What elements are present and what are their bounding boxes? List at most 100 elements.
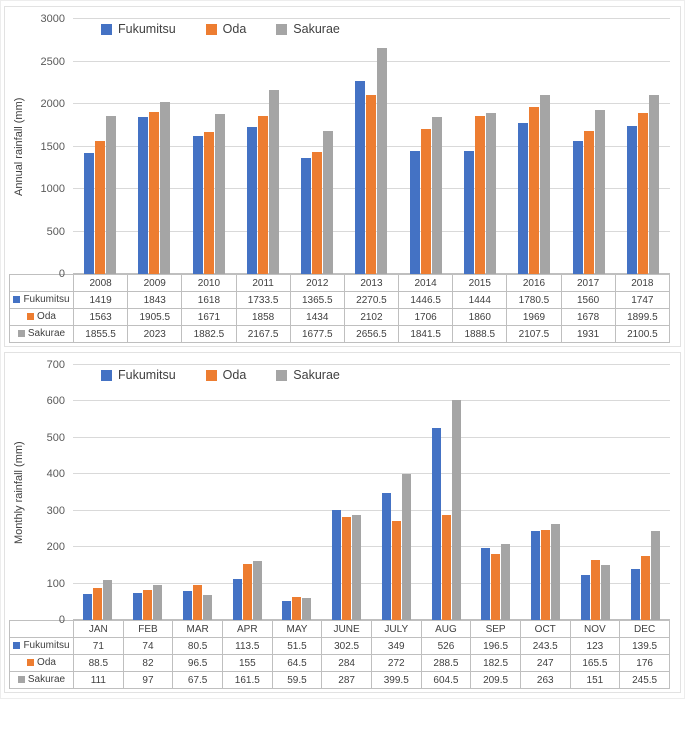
value-cell: 1365.5: [289, 291, 345, 309]
category-label: 2017: [560, 274, 616, 292]
bar-group-2013: [344, 19, 398, 274]
category-label: MAY: [271, 620, 323, 638]
bar-fukumitsu: [232, 578, 242, 620]
bar-group-sep: [471, 365, 521, 620]
legend-swatch: [101, 23, 112, 35]
bar-oda: [93, 587, 103, 620]
legend-item: Oda: [205, 22, 246, 36]
category-row: JAN FEB MAR APR MAY JUNE JULY AUG SEP OCT NOV DEC: [9, 620, 670, 638]
bar-fukumitsu: [282, 601, 292, 620]
bar-group-2011: [236, 19, 290, 274]
bar-oda: [590, 559, 600, 620]
bar-sakurae: [650, 530, 660, 620]
bar-fukumitsu: [481, 548, 491, 620]
value-cell: 1733.5: [235, 291, 291, 309]
series-swatch: [13, 642, 21, 650]
value-cell: 196.5: [470, 637, 521, 655]
value-cell: 155: [221, 654, 273, 672]
value-cell: 1905.5: [127, 308, 183, 326]
bar-fukumitsu: [572, 141, 583, 274]
bar-oda: [257, 116, 268, 274]
bar-fukumitsu: [83, 594, 93, 620]
legend-label: Fukumitsu: [118, 22, 176, 36]
grid-line: [73, 364, 670, 365]
bar-sakurae: [302, 598, 312, 620]
value-cell: 71: [73, 637, 124, 655]
legend-label: Oda: [222, 368, 247, 382]
bar-sakurae: [594, 109, 605, 274]
bar-group-dec: [620, 365, 670, 620]
value-cell: 165.5: [569, 654, 621, 672]
y-tick-label: 1000: [40, 183, 65, 195]
legend-item: Sakurae: [276, 22, 340, 36]
series-swatch: [17, 676, 25, 684]
series-row-fukumitsu: Fukumitsu 71 74 80.5 113.5 51.5 302.5 349 526 196…: [9, 637, 670, 655]
bar-group-july: [372, 365, 422, 620]
grid-line: [73, 546, 670, 548]
value-cell: 1899.5: [614, 308, 671, 326]
series-name: Fukumitsu: [23, 294, 70, 306]
bar-sakurae: [106, 116, 117, 274]
bar-sakurae: [202, 595, 212, 620]
grid-line: [73, 509, 670, 511]
y-tick-label: 500: [46, 225, 65, 238]
series-name-cell: Oda: [9, 654, 74, 672]
series-name-cell: Fukumitsu: [9, 637, 74, 655]
value-cell: 272: [370, 654, 422, 672]
bar-oda: [292, 596, 302, 620]
y-tick-label: 700: [46, 359, 65, 371]
value-cell: 2270.5: [343, 291, 400, 309]
bar-oda: [541, 530, 551, 620]
value-cell: 82: [122, 654, 174, 672]
value-cell: 1882.5: [181, 325, 237, 343]
bar-fukumitsu: [409, 151, 420, 274]
series-name-cell: Sakurae: [9, 325, 74, 343]
bar-fukumitsu: [355, 81, 366, 274]
category-label: 2015: [452, 274, 508, 292]
plot-area: 0 500 1000 1500 2000 2500 3000 Fukumitsu Oda Saku…: [41, 13, 670, 280]
legend-label: Fukumitsu: [118, 368, 176, 382]
legend-swatch: [276, 369, 288, 381]
legend: Fukumitsu Oda Sakurae: [101, 368, 340, 382]
bar-group-2016: [507, 19, 561, 274]
bar-oda: [474, 115, 485, 274]
value-cell: 288.5: [420, 654, 472, 672]
category-label: 2008: [72, 274, 129, 292]
value-cell: 1671: [181, 308, 237, 326]
bar-group-nov: [571, 365, 621, 620]
bar-oda: [242, 563, 252, 620]
bar-group-2015: [453, 19, 507, 274]
bar-oda: [391, 520, 401, 620]
bar-oda: [583, 131, 594, 274]
legend-item: Oda: [205, 368, 247, 382]
value-cell: 176: [619, 654, 670, 672]
category-label: NOV: [569, 620, 621, 638]
legend-swatch: [276, 23, 288, 35]
grid-line: [73, 436, 670, 438]
y-tick-label: 1500: [40, 140, 65, 153]
value-cell: 2023: [127, 325, 183, 343]
series-row-sakurae: Sakurae 111 97 67.5 161.5 59.5 287 399.5 604.5 20…: [9, 671, 670, 689]
y-tick-label: 300: [46, 504, 65, 517]
annual-rainfall-chart-panel: Annual rainfall (mm) 0 500 1000 1500 2000 2500…: [4, 6, 681, 347]
bar-group-oct: [521, 365, 571, 620]
bar-group-2014: [399, 19, 453, 274]
bar-oda: [192, 584, 202, 620]
value-cell: 1563: [72, 308, 129, 326]
value-cell: 1747: [614, 291, 671, 309]
bar-sakurae: [153, 584, 163, 620]
y-tick-label: 100: [46, 577, 65, 590]
series-name: Sakurae: [27, 674, 66, 686]
value-cell: 2100.5: [614, 325, 671, 343]
bar-oda: [312, 152, 323, 274]
category-label: AUG: [420, 620, 472, 638]
category-label: MAR: [172, 620, 223, 638]
grid-line: [73, 582, 670, 584]
category-label: OCT: [519, 620, 571, 638]
bar-oda: [640, 555, 650, 620]
value-cell: 526: [420, 637, 472, 655]
y-tick-label: 0: [58, 614, 65, 626]
legend-item: Sakurae: [276, 368, 340, 382]
bar-sakurae: [501, 543, 511, 620]
legend-label: Sakurae: [293, 368, 340, 382]
